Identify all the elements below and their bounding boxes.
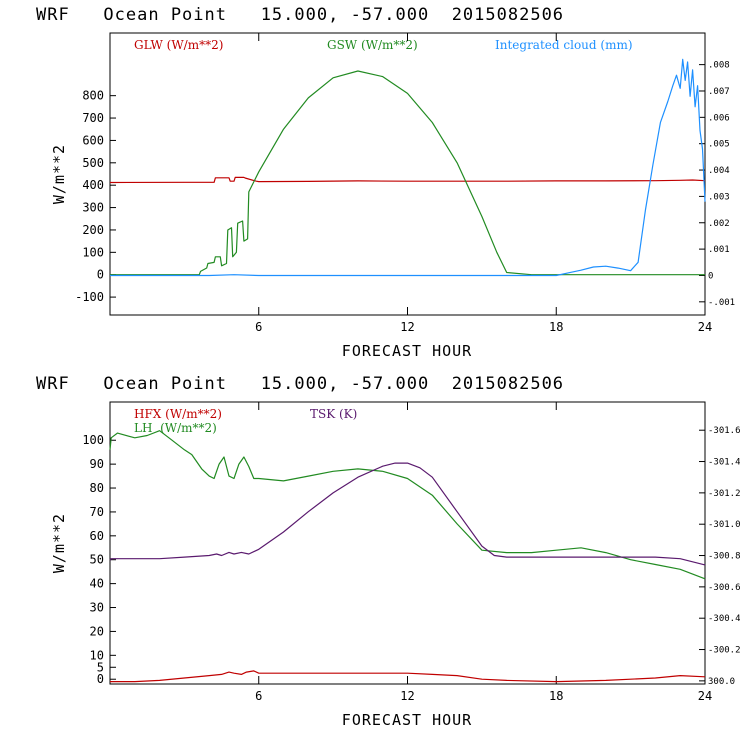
right-y-tick-label: -301.0 — [708, 520, 740, 530]
x-tick-label: 18 — [549, 689, 563, 703]
right-y-tick-label: -301.4 — [708, 458, 740, 468]
right-y-tick-label: .005 — [708, 140, 730, 150]
y-tick-label: 100 — [82, 245, 104, 259]
legend-tsk: TSK (K) — [310, 407, 357, 421]
right-y-tick-label: .004 — [708, 166, 730, 176]
right-y-tick-label: .001 — [708, 245, 730, 255]
legend-glw: GLW (W/m**2) — [134, 38, 223, 52]
legend-hfx: HFX (W/m**2) — [134, 407, 222, 421]
right-y-tick-label: .007 — [708, 87, 730, 97]
chart-radiation: WRF Ocean Point 15.000, -57.000 20150825… — [36, 5, 735, 360]
y-tick-label: 70 — [90, 505, 104, 519]
y-tick-label: 90 — [90, 457, 104, 471]
series-line-tsk — [109, 462, 706, 566]
x-axis-label: FORECAST HOUR — [342, 711, 472, 729]
chart-marks: 6 12 18 24 -100 0 100 200 300 400 500 600 700 800 -.00… — [75, 33, 735, 334]
x-tick-label: 12 — [400, 689, 414, 703]
x-tick-label: 24 — [698, 689, 712, 703]
x-tick-label: 6 — [255, 320, 262, 334]
right-y-tick-label: -.001 — [708, 298, 735, 308]
series-line-integrated — [110, 58, 706, 277]
x-tick-label: 6 — [255, 689, 262, 703]
right-y-tick-label: .003 — [708, 192, 730, 202]
right-y-tick-label: 0 — [708, 271, 713, 281]
right-y-tick-label: 300.0 — [708, 677, 735, 687]
y-tick-label: 800 — [82, 89, 104, 103]
y-tick-label: 5 — [97, 660, 104, 674]
y-tick-label: 0 — [97, 672, 104, 686]
chart-title: WRF Ocean Point 15.000, -57.000 20150825… — [36, 5, 564, 25]
y-tick-label: 30 — [90, 601, 104, 615]
y-tick-label: 300 — [82, 201, 104, 215]
series-line-lh — [109, 430, 706, 580]
y-tick-label: 500 — [82, 156, 104, 170]
right-y-tick-label: -301.6 — [708, 426, 740, 436]
right-y-tick-label: .008 — [708, 61, 730, 71]
plot-frame — [109, 401, 706, 685]
right-y-tick-label: .006 — [708, 113, 730, 123]
series-line-glw — [109, 176, 706, 184]
y-tick-label: 20 — [90, 624, 104, 638]
series-line-hfx — [110, 670, 706, 683]
y-tick-label: 80 — [90, 481, 104, 495]
x-tick-label: 12 — [400, 320, 414, 334]
x-axis-label: FORECAST HOUR — [342, 342, 472, 360]
y-tick-label: 200 — [82, 223, 104, 237]
x-tick-label: 24 — [698, 320, 712, 334]
y-tick-label: 700 — [82, 111, 104, 125]
legend-cloud: Integrated cloud (mm) — [495, 38, 633, 52]
right-y-tick-label: -300.2 — [708, 646, 740, 656]
y-tick-label: -100 — [75, 290, 104, 304]
right-y-tick-label: -300.8 — [708, 552, 740, 562]
legend-lh: LH (W/m**2) — [134, 421, 217, 435]
y-tick-label: 10 — [90, 648, 104, 662]
y-tick-label: 40 — [90, 577, 104, 591]
y-tick-label: 600 — [82, 133, 104, 147]
series-line-gsw — [110, 70, 705, 276]
right-y-tick-label: -300.6 — [708, 583, 740, 593]
chart-title: WRF Ocean Point 15.000, -57.000 20150825… — [36, 374, 564, 394]
y-axis-label: W/m**2 — [50, 513, 68, 573]
y-tick-label: 400 — [82, 178, 104, 192]
right-y-tick-label: -301.2 — [708, 489, 740, 499]
plot-frame — [109, 32, 706, 316]
y-tick-label: 100 — [82, 433, 104, 447]
y-axis-label: W/m**2 — [50, 144, 68, 204]
y-tick-label: 60 — [90, 529, 104, 543]
right-y-tick-label: .002 — [708, 219, 730, 229]
y-tick-label: 0 — [97, 268, 104, 282]
right-y-tick-label: -300.4 — [708, 614, 740, 624]
legend-gsw: GSW (W/m**2) — [327, 38, 418, 52]
x-tick-label: 18 — [549, 320, 563, 334]
chart-fluxes: WRF Ocean Point 15.000, -57.000 20150825… — [36, 374, 740, 729]
y-tick-label: 50 — [90, 553, 104, 567]
